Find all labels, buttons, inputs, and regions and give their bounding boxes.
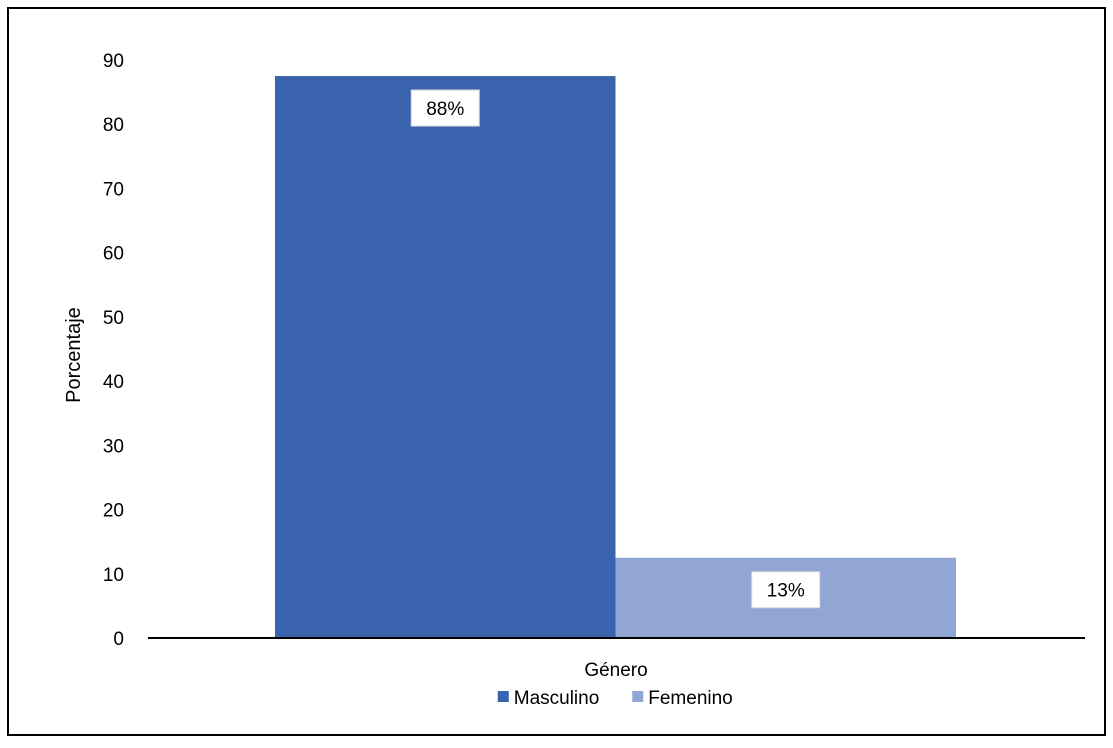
- data-labels: 88% 13%: [410, 89, 821, 609]
- y-axis-label: Porcentaje: [63, 307, 85, 403]
- legend: Masculino Femenino: [497, 688, 733, 709]
- data-label-box: [751, 571, 821, 609]
- bar-masculino: [275, 76, 616, 639]
- legend-swatch-femenino: [632, 691, 644, 702]
- y-tick-label: 90: [103, 51, 124, 72]
- data-label: 88%: [426, 99, 464, 120]
- y-axis-ticks: 0 10 20 30 40 50 60 70 80 90: [103, 51, 124, 650]
- y-tick-label: 0: [113, 629, 124, 650]
- x-axis-category-label: Género: [584, 660, 647, 681]
- y-tick-label: 50: [103, 308, 124, 329]
- y-tick-label: 10: [103, 565, 124, 586]
- y-tick-label: 70: [103, 179, 124, 200]
- bars: [275, 76, 956, 639]
- legend-swatch-masculino: [497, 691, 509, 702]
- y-tick-label: 30: [103, 436, 124, 457]
- legend-label: Femenino: [648, 688, 733, 709]
- data-label-box: [410, 89, 480, 127]
- y-tick-label: 60: [103, 244, 124, 265]
- y-tick-label: 80: [103, 115, 124, 136]
- y-tick-label: 20: [103, 501, 124, 522]
- legend-label: Masculino: [514, 688, 600, 709]
- data-label: 13%: [767, 581, 805, 602]
- y-tick-label: 40: [103, 372, 124, 393]
